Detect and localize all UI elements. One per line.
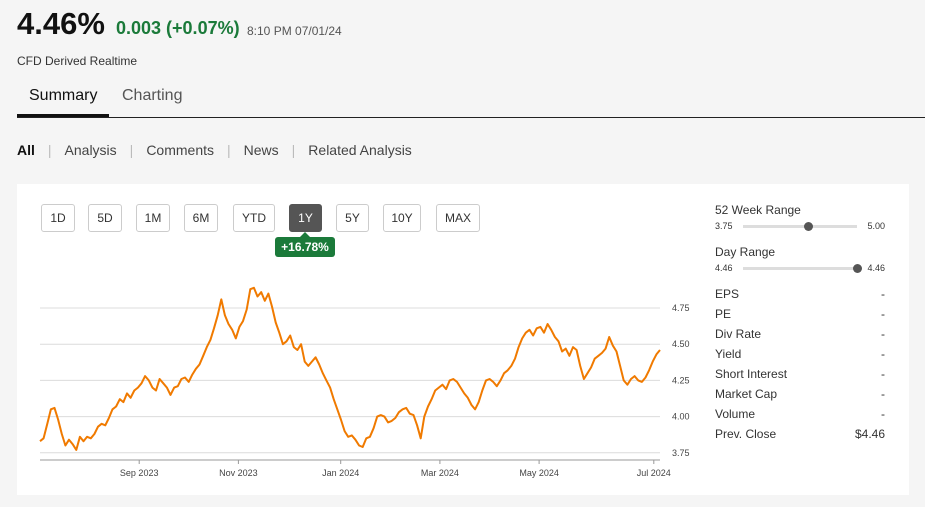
y-tick-label: 4.25 xyxy=(672,375,690,385)
stat-value: - xyxy=(881,387,885,401)
main-tabs: Summary Charting xyxy=(17,84,925,118)
x-tick-label: Mar 2024 xyxy=(421,468,459,478)
y-tick-label: 4.00 xyxy=(672,412,690,422)
stat-value: $4.46 xyxy=(854,427,885,441)
stat-yield: Yield - xyxy=(715,347,885,367)
range-1m-button[interactable]: 1M xyxy=(136,204,170,232)
y-tick-label: 3.75 xyxy=(672,448,690,458)
price-change: 0.003 (+0.07%) xyxy=(116,18,240,38)
stat-prev-close: Prev. Close $4.46 xyxy=(715,427,885,447)
content-filter-nav: All | Analysis | Comments | News | Related Analy… xyxy=(17,142,412,158)
stat-div-rate: Div Rate - xyxy=(715,327,885,347)
stat-value: - xyxy=(881,347,885,361)
stat-market-cap: Market Cap - xyxy=(715,387,885,407)
week52-range-track xyxy=(743,222,857,231)
stat-value: - xyxy=(881,367,885,381)
x-tick-label: May 2024 xyxy=(519,468,559,478)
range-max-button[interactable]: MAX xyxy=(436,204,480,232)
day-range-marker xyxy=(853,264,862,273)
stat-label: Yield xyxy=(715,347,742,361)
stat-value: - xyxy=(881,407,885,421)
tab-summary[interactable]: Summary xyxy=(17,87,110,117)
performance-badge: +16.78% xyxy=(275,232,335,257)
stat-label: Div Rate xyxy=(715,327,762,341)
x-tick-label: Jan 2024 xyxy=(322,468,359,478)
day-high: 4.46 xyxy=(867,263,885,273)
filter-news[interactable]: News xyxy=(243,142,279,158)
tab-charting[interactable]: Charting xyxy=(122,87,183,104)
week52-range-marker xyxy=(803,222,813,231)
stat-label: PE xyxy=(715,307,732,321)
stat-value: - xyxy=(881,327,885,341)
range-10y-button[interactable]: 10Y xyxy=(383,204,421,232)
chart-panel: 3.75 4.00 4.25 4.50 4.75 Sep 2023 Nov 2023 Jan … xyxy=(17,184,909,495)
week52-low: 3.75 xyxy=(715,221,733,231)
x-tick-label: Nov 2023 xyxy=(219,468,258,478)
range-5y-button[interactable]: 5Y xyxy=(336,204,369,232)
stat-value: - xyxy=(881,287,885,301)
stat-label: Prev. Close xyxy=(715,427,777,441)
data-source: CFD Derived Realtime xyxy=(17,54,138,68)
x-tick-label: Jul 2024 xyxy=(637,468,671,478)
filter-related-analysis[interactable]: Related Analysis xyxy=(308,142,412,158)
stat-label: Short Interest xyxy=(715,367,788,381)
series-line xyxy=(39,286,661,451)
stat-value: - xyxy=(881,307,885,321)
day-low: 4.46 xyxy=(715,263,733,273)
filter-comments[interactable]: Comments xyxy=(146,142,214,158)
last-price: 4.46% xyxy=(17,6,105,41)
week52-range-label: 52 Week Range xyxy=(715,203,801,217)
stat-short-interest: Short Interest - xyxy=(715,367,885,387)
stat-volume: Volume - xyxy=(715,407,885,427)
range-1d-button[interactable]: 1D xyxy=(41,204,75,232)
range-6m-button[interactable]: 6M xyxy=(184,204,218,232)
range-1y-button[interactable]: 1Y xyxy=(289,204,322,232)
y-tick-label: 4.50 xyxy=(672,339,690,349)
stat-eps: EPS - xyxy=(715,287,885,307)
quote-time: 8:10 PM 07/01/24 xyxy=(247,24,342,38)
separator: | xyxy=(47,142,52,158)
stat-label: Market Cap xyxy=(715,387,778,401)
range-5d-button[interactable]: 5D xyxy=(88,204,122,232)
filter-all[interactable]: All xyxy=(17,142,35,158)
separator: | xyxy=(291,142,296,158)
week52-high: 5.00 xyxy=(867,221,885,231)
range-ytd-button[interactable]: YTD xyxy=(233,204,275,232)
stat-label: EPS xyxy=(715,287,740,301)
x-tick-label: Sep 2023 xyxy=(120,468,159,478)
y-tick-label: 4.75 xyxy=(672,303,690,313)
stat-pe: PE - xyxy=(715,307,885,327)
day-range-track xyxy=(743,264,862,273)
day-range-label: Day Range xyxy=(715,245,776,259)
separator: | xyxy=(227,142,231,158)
filter-analysis[interactable]: Analysis xyxy=(64,142,117,158)
stat-label: Volume xyxy=(715,407,756,421)
separator: | xyxy=(129,142,134,158)
price-chart: 3.75 4.00 4.25 4.50 4.75 Sep 2023 Nov 2023 Jan … xyxy=(39,286,690,478)
